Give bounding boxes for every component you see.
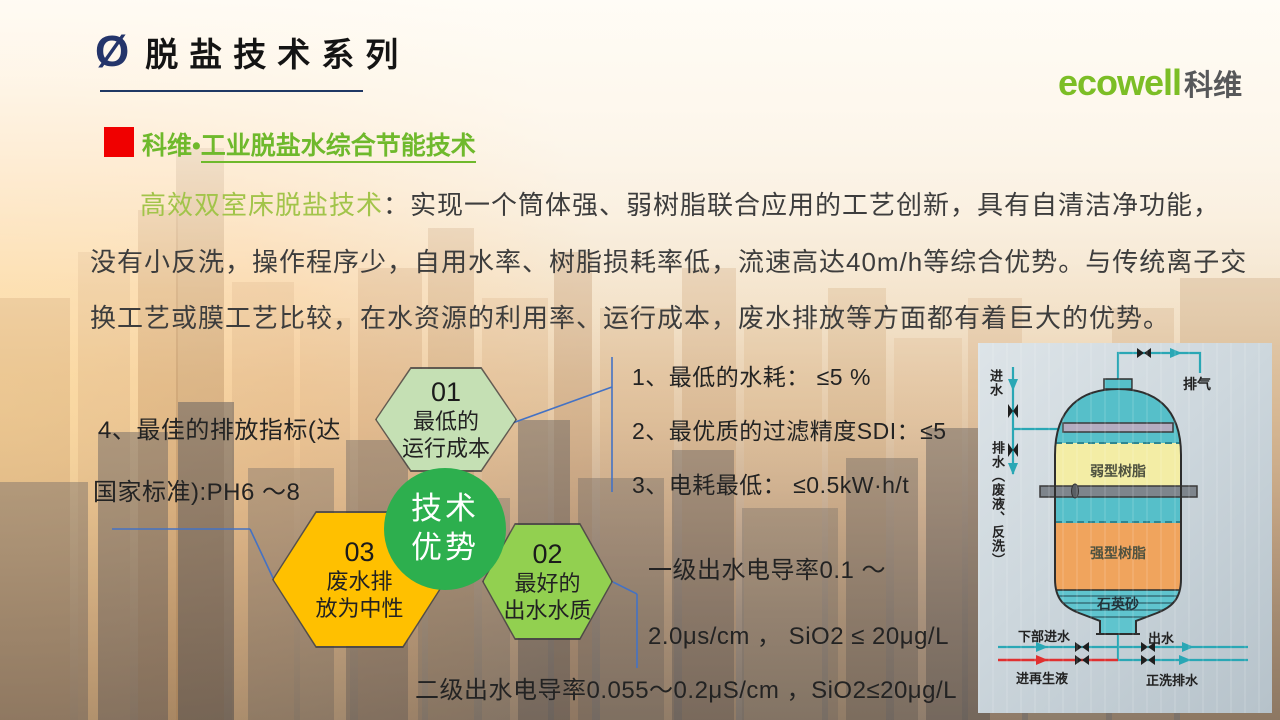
vessel-label-drain: 排水（废液、反洗）	[990, 441, 1005, 567]
primary-conductivity-line-1: 一级出水电导率0.1 ～	[648, 557, 887, 584]
paragraph-line-1-rest: ：实现一个筒体强、弱树脂联合应用的工艺创新，具有自清洁净功能，	[383, 190, 1221, 220]
secondary-conductivity-line: 二级出水电导率0.055～0.2μS/cm ，SiO2≤20μg/L	[415, 677, 957, 704]
title-text: 脱盐技术系列	[145, 36, 410, 73]
vessel-label-weak-resin: 弱型树脂	[1090, 463, 1146, 479]
vessel-label-strong-resin: 强型树脂	[1090, 545, 1146, 561]
hexagon-02-number: 02	[532, 539, 563, 570]
paragraph-line-3: 换工艺或膜工艺比较，在水资源的利用率、运行成本，废水排放等方面都有着巨大的优势。	[90, 303, 1171, 333]
section-heading-prefix: 科维•	[142, 132, 201, 160]
slashed-circle-icon: Ø	[95, 27, 130, 76]
hexagon-01-line-2: 运行成本	[401, 435, 490, 461]
page-title: Ø 脱盐技术系列	[95, 28, 409, 76]
red-square-bullet	[104, 127, 134, 157]
vessel-label-regen-in: 进再生液	[1016, 671, 1069, 686]
logo-kewei-text: 科维	[1184, 70, 1243, 102]
hexagon-01-line-1: 最低的	[412, 408, 479, 434]
vessel-label-inlet: 进水	[988, 369, 1003, 397]
advantage-item-4-line-2: 国家标准):PH6 ～8	[93, 479, 301, 506]
advantage-item-1: 1、最低的水耗： ≤5 %	[632, 364, 871, 390]
advantage-item-2: 2、最优质的过滤精度SDI：≤5	[632, 418, 947, 444]
vessel-label-bottom-inlet: 下部进水	[1018, 629, 1071, 644]
paragraph-line-1: 高效双室床脱盐技术：实现一个筒体强、弱树脂联合应用的工艺创新，具有自清洁净功能，	[140, 185, 1220, 222]
hexagon-03-line-1: 废水排	[326, 568, 393, 594]
vessel-diagram	[998, 348, 1248, 665]
company-logo: ecowell 科维	[1058, 62, 1242, 104]
section-heading: 科维•工业脱盐水综合节能技术	[142, 126, 476, 163]
hexagon-02-line-1: 最好的	[514, 570, 581, 596]
advantage-item-4-line-1: 4、最佳的排放指标(达	[98, 417, 341, 444]
circle-line-1: 技术	[411, 491, 479, 527]
paragraph-line-2: 没有小反洗，操作程序少，自用水率、树脂损耗率低，流速高达40m/h等综合优势。与…	[90, 247, 1248, 277]
primary-conductivity-line-2: 2.0μs/cm ， SiO2 ≤ 20μg/L	[648, 623, 949, 650]
advantage-item-3: 3、电耗最低： ≤0.5kW·h/t	[632, 472, 910, 498]
hexagon-01-number: 01	[430, 377, 462, 408]
vessel-label-exhaust: 排气	[1183, 376, 1211, 392]
vessel-label-quartz-sand: 石英砂	[1097, 596, 1139, 612]
hexagon-02-line-2: 出水水质	[503, 597, 592, 623]
paragraph-lead-term: 高效双室床脱盐技术	[140, 190, 384, 220]
title-underline	[100, 90, 363, 92]
hexagon-03-number: 03	[344, 537, 375, 568]
hexagon-03-line-2: 放为中性	[315, 595, 404, 621]
circle-line-2: 优势	[411, 530, 479, 565]
vessel-label-rinse-drain: 正洗排水	[1146, 673, 1199, 688]
technical-advantage-circle: 技术 优势	[384, 468, 506, 590]
logo-ecowell-text: ecowell	[1058, 62, 1182, 103]
vessel-diagram-panel: 进水 排水（废液、反洗） 排气 弱型树脂 强型树脂 石英砂 下部进水 出水 进再…	[978, 343, 1272, 713]
vessel-label-outlet: 出水	[1148, 631, 1175, 646]
section-heading-underlined: 工业脱盐水综合节能技术	[200, 132, 476, 163]
